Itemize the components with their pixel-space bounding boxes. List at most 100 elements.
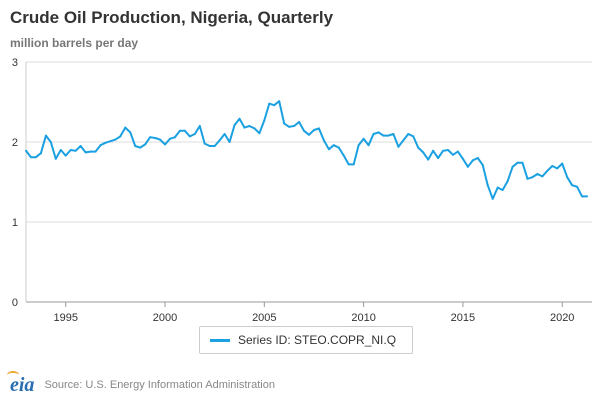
data-point (451, 153, 454, 156)
chart-title: Crude Oil Production, Nigeria, Quarterly (10, 8, 334, 27)
data-point (59, 149, 62, 151)
data-point (521, 161, 524, 164)
data-point (213, 145, 216, 147)
data-point (223, 133, 226, 135)
data-point (109, 140, 112, 143)
data-point (188, 135, 191, 138)
data-point (342, 154, 345, 157)
chart-subtitle: million barrels per day (10, 36, 139, 50)
data-point (486, 184, 489, 187)
data-point (94, 150, 97, 153)
data-point (154, 137, 157, 139)
data-point (198, 125, 201, 127)
data-point (327, 148, 330, 151)
data-point (298, 121, 301, 123)
data-point (372, 133, 375, 135)
data-point (442, 149, 445, 152)
x-tick-label: 2000 (153, 312, 177, 324)
data-point (34, 156, 37, 159)
data-point (322, 139, 325, 142)
data-point (134, 145, 137, 147)
data-point (193, 133, 196, 135)
eia-logo[interactable]: eia (7, 370, 34, 397)
data-point (29, 156, 32, 159)
data-point (551, 165, 554, 167)
data-point (273, 104, 276, 107)
data-point (387, 134, 390, 137)
legend[interactable]: Series ID: STEO.COPR_NI.Q (199, 326, 413, 354)
x-tick-label: 2010 (351, 312, 375, 324)
data-point (352, 163, 355, 166)
data-point (308, 133, 310, 136)
data-point (49, 141, 52, 143)
data-point (546, 169, 549, 172)
data-point (178, 129, 181, 132)
data-point (168, 137, 171, 140)
data-point (332, 144, 335, 147)
data-point (312, 129, 315, 131)
data-point (481, 164, 484, 167)
data-point (407, 133, 410, 135)
data-point (64, 154, 67, 157)
data-point (541, 175, 544, 178)
data-point (283, 122, 286, 125)
data-point (119, 135, 122, 138)
y-tick-label: 2 (12, 137, 18, 149)
x-tick-label: 2005 (252, 312, 276, 324)
data-point (412, 135, 415, 138)
data-point (466, 165, 469, 168)
data-point (586, 195, 589, 198)
data-point (402, 139, 405, 142)
data-point (496, 186, 499, 189)
y-tick-label: 0 (12, 297, 18, 309)
data-point (556, 167, 559, 170)
data-point (461, 157, 464, 160)
data-point (54, 157, 57, 160)
data-point (526, 177, 529, 180)
data-point (571, 184, 574, 187)
data-point (208, 145, 211, 147)
data-point (144, 143, 147, 146)
data-point (303, 129, 306, 132)
data-point (581, 195, 584, 198)
data-point (263, 119, 266, 122)
data-point (357, 144, 360, 147)
data-point (397, 145, 400, 148)
data-point (317, 127, 320, 130)
data-point (173, 136, 176, 139)
data-point (432, 149, 435, 152)
data-point (253, 127, 256, 130)
data-point (511, 165, 514, 168)
data-point (377, 131, 380, 134)
data-point (248, 125, 251, 127)
data-point (129, 131, 132, 134)
legend-label: Series ID: STEO.COPR_NI.Q (238, 333, 397, 347)
data-point (347, 163, 350, 166)
data-point (506, 180, 509, 183)
data-point (124, 126, 127, 129)
data-point (447, 149, 450, 151)
data-point (218, 139, 221, 142)
data-point (149, 136, 152, 139)
y-tick-label: 3 (12, 57, 18, 69)
legend-swatch (210, 338, 230, 342)
data-point (531, 176, 534, 179)
data-point (25, 149, 27, 152)
data-point (516, 161, 519, 164)
data-point (437, 157, 440, 159)
data-point (536, 173, 539, 175)
data-point (427, 158, 430, 161)
data-point (243, 126, 246, 129)
data-point (39, 152, 42, 155)
data-point (417, 146, 420, 149)
data-point (392, 133, 395, 135)
data-point (164, 143, 167, 146)
data-point (268, 102, 271, 105)
x-tick-label: 1995 (53, 312, 77, 324)
data-point (104, 141, 107, 144)
data-point (238, 117, 241, 120)
data-point (44, 134, 47, 137)
x-tick-label: 2020 (550, 312, 574, 324)
data-point (114, 138, 117, 141)
data-point (476, 157, 479, 159)
